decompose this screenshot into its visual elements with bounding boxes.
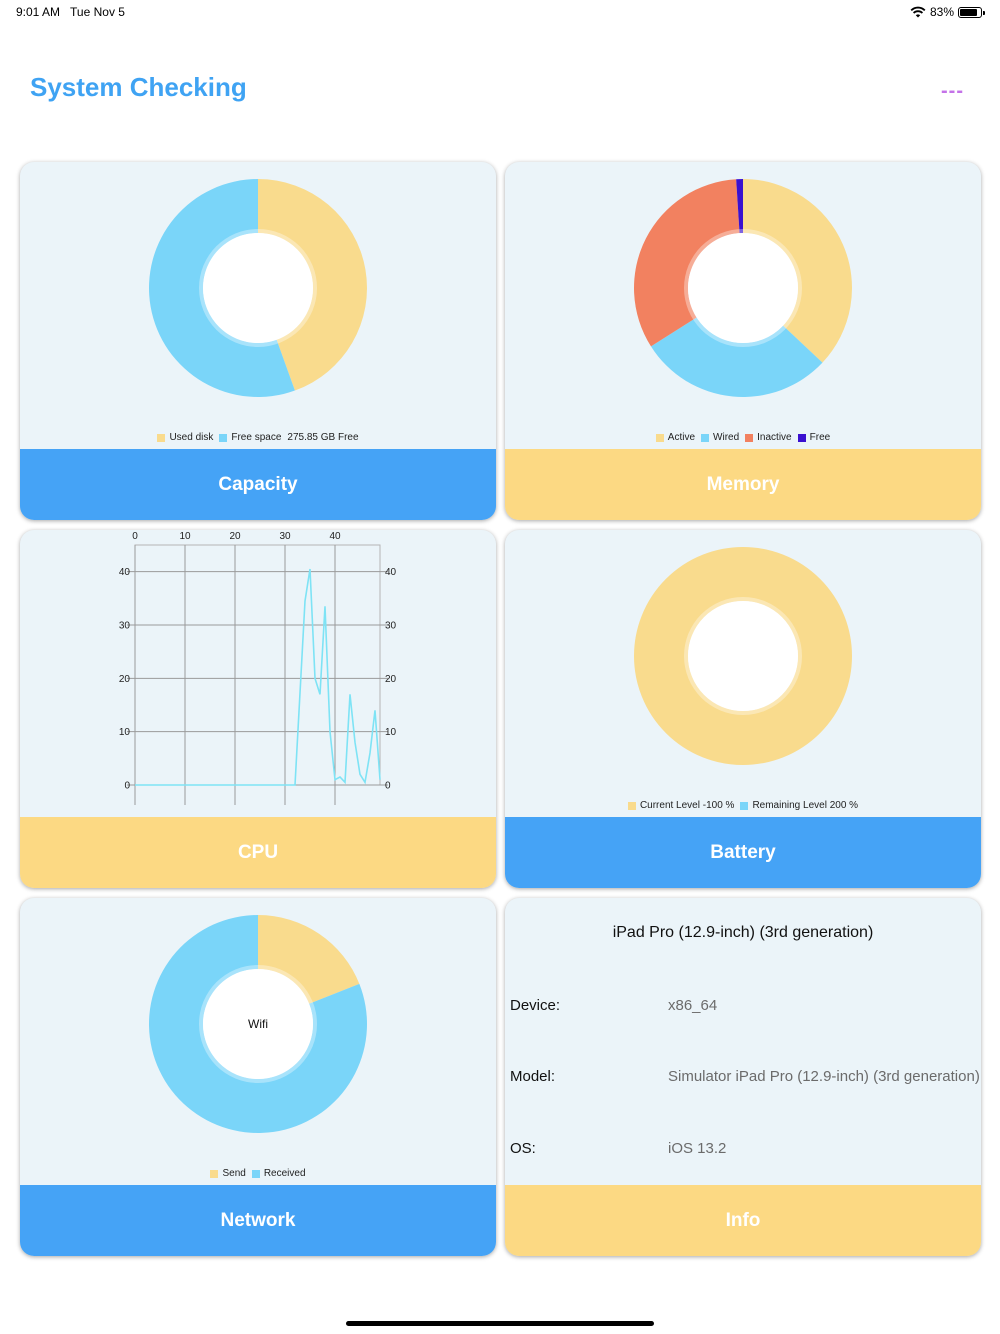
slice-free-space <box>148 179 295 397</box>
legend-free: Free <box>797 432 830 443</box>
slice-wired <box>650 317 823 397</box>
status-bar: 9:01 AM Tue Nov 5 83% <box>0 0 1000 26</box>
x-tick-30: 30 <box>279 531 291 542</box>
donut-hole <box>203 969 313 1079</box>
capacity-button[interactable]: Capacity <box>20 449 496 520</box>
slice-current-level-100 <box>634 547 852 765</box>
legend-inactive: Inactive <box>745 432 792 443</box>
info-button[interactable]: Info <box>505 1185 981 1256</box>
memory-chart-area: Active Wired Inactive Free <box>505 162 981 449</box>
network-donut-chart <box>148 915 367 1133</box>
y-tick-left-20: 20 <box>119 674 131 685</box>
memory-card[interactable]: Active Wired Inactive Free Memory <box>505 162 981 520</box>
network-chart-area: Wifi Send Received <box>20 898 496 1185</box>
y-tick-right-30: 30 <box>385 621 397 632</box>
legend-free-space: Free space <box>219 432 281 443</box>
network-button[interactable]: Network <box>20 1185 496 1256</box>
donut-hole <box>688 233 798 343</box>
y-tick-right-20: 20 <box>385 674 397 685</box>
slice-send <box>258 915 360 1004</box>
capacity-card[interactable]: Used disk Free space 275.85 GB Free Capa… <box>20 162 496 520</box>
legend-used-disk: Used disk <box>157 432 213 443</box>
info-card[interactable]: iPad Pro (12.9-inch) (3rd generation) De… <box>505 898 981 1256</box>
legend-wired: Wired <box>701 432 739 443</box>
menu-button[interactable]: --- <box>941 80 964 102</box>
network-center-label: Wifi <box>248 1017 268 1031</box>
y-tick-left-30: 30 <box>119 621 131 632</box>
y-tick-left-0: 0 <box>124 781 130 792</box>
model-label: Model: <box>510 1068 556 1085</box>
cpu-line-chart: 0 10 20 30 40 0 0 10 10 20 20 30 30 40 40 <box>119 531 397 805</box>
cpu-series-line-0 <box>135 568 381 786</box>
cpu-chart-area: 0 10 20 30 40 0 0 10 10 20 20 30 30 40 40 <box>20 530 496 817</box>
slice-active <box>743 179 852 363</box>
capacity-legend: Used disk Free space 275.85 GB Free <box>20 432 496 443</box>
legend-free-amount: 275.85 GB Free <box>287 432 359 443</box>
info-details: iPad Pro (12.9-inch) (3rd generation) De… <box>505 898 981 1185</box>
y-tick-right-0: 0 <box>385 781 391 792</box>
y-tick-right-40: 40 <box>385 567 397 578</box>
battery-chart-area: Current Level -100 % Remaining Level 200… <box>505 530 981 817</box>
os-label: OS: <box>510 1140 536 1157</box>
cpu-button[interactable]: CPU <box>20 817 496 888</box>
y-tick-right-10: 10 <box>385 727 397 738</box>
battery-button[interactable]: Battery <box>505 817 981 888</box>
device-value: x86_64 <box>668 997 718 1014</box>
device-label: Device: <box>510 997 561 1014</box>
x-tick-20: 20 <box>229 531 241 542</box>
donut-hole <box>203 233 313 343</box>
status-time: 9:01 AM Tue Nov 5 <box>16 5 125 19</box>
slice-used-disk <box>258 179 367 391</box>
battery-fill <box>960 8 977 16</box>
x-tick-40: 40 <box>329 531 341 542</box>
page-title: System Checking <box>30 72 247 102</box>
status-date: Tue Nov 5 <box>70 5 125 19</box>
battery-icon <box>958 6 985 18</box>
memory-legend: Active Wired Inactive Free <box>505 432 981 443</box>
status-right: 83% <box>910 5 985 19</box>
network-legend: Send Received <box>20 1168 496 1179</box>
x-tick-0: 0 <box>132 531 138 542</box>
slice-inactive <box>634 179 740 347</box>
legend-received: Received <box>251 1168 306 1179</box>
y-tick-left-10: 10 <box>119 727 131 738</box>
memory-button[interactable]: Memory <box>505 449 981 520</box>
battery-donut-chart <box>634 547 852 765</box>
home-indicator <box>346 1321 654 1326</box>
capacity-donut-chart <box>148 179 367 397</box>
slice-free <box>736 179 743 234</box>
legend-send: Send <box>210 1168 246 1179</box>
slice-received <box>148 915 367 1133</box>
x-tick-10: 10 <box>179 531 191 542</box>
plot-frame <box>134 544 381 786</box>
model-value: Simulator iPad Pro (12.9-inch) (3rd gene… <box>668 1068 980 1085</box>
network-card[interactable]: Wifi Send Received Network <box>20 898 496 1256</box>
battery-legend: Current Level -100 % Remaining Level 200… <box>505 800 981 811</box>
cpu-card[interactable]: 0 10 20 30 40 0 0 10 10 20 20 30 30 40 40 CPU <box>20 530 496 888</box>
legend-remaining-level: Remaining Level 200 % <box>740 800 858 811</box>
y-tick-left-40: 40 <box>119 567 131 578</box>
memory-donut-chart <box>634 179 852 397</box>
os-value: iOS 13.2 <box>668 1140 727 1157</box>
legend-current-level: Current Level -100 % <box>627 800 734 811</box>
battery-percent: 83% <box>929 5 954 19</box>
capacity-chart-area: Used disk Free space 275.85 GB Free <box>20 162 496 449</box>
device-name: iPad Pro (12.9-inch) (3rd generation) <box>612 924 874 941</box>
donut-hole <box>688 601 798 711</box>
battery-card[interactable]: Current Level -100 % Remaining Level 200… <box>505 530 981 888</box>
wifi-icon <box>910 6 926 18</box>
legend-active: Active <box>655 432 695 443</box>
